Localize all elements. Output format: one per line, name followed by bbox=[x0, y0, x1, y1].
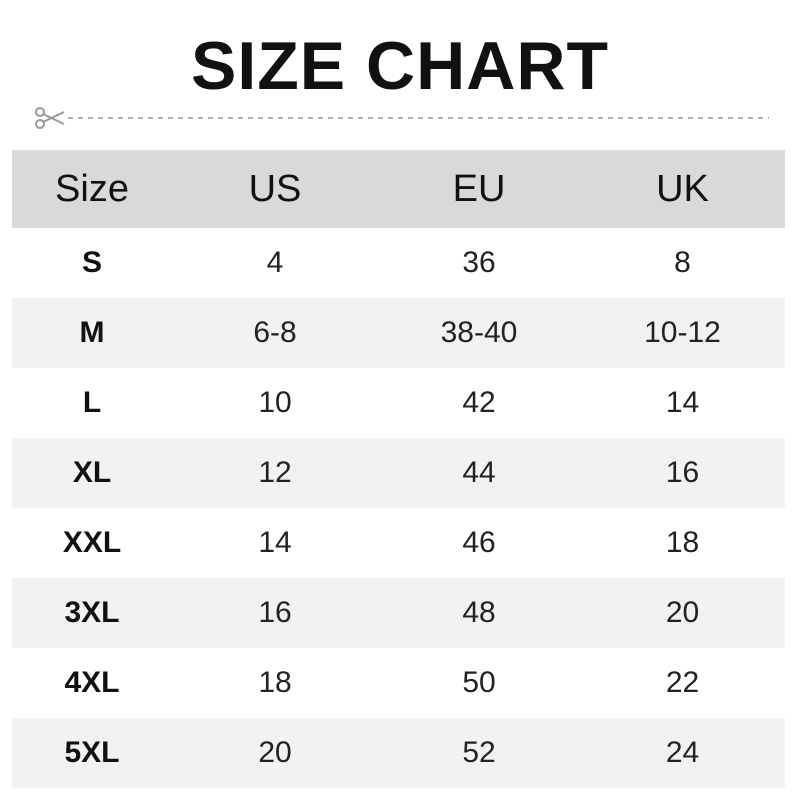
cell-uk: 24 bbox=[665, 736, 700, 769]
cell-us: 14 bbox=[258, 526, 292, 559]
cell-size: 5XL bbox=[64, 736, 120, 769]
table-row: 3XL 16 48 20 bbox=[12, 578, 785, 648]
header-uk: UK bbox=[656, 167, 709, 210]
header-size: Size bbox=[55, 167, 129, 210]
size-table: Size US EU UK S 4 36 8 M 6-8 38-40 10-12 L 10 42 14… bbox=[12, 150, 785, 788]
table-row: 5XL 20 52 24 bbox=[12, 718, 785, 788]
cell-us: 10 bbox=[258, 386, 292, 419]
cell-eu: 42 bbox=[462, 386, 496, 419]
page-title: SIZE CHART bbox=[191, 28, 609, 104]
header-us: US bbox=[248, 167, 302, 210]
cell-size: XL bbox=[72, 456, 112, 489]
cell-eu: 48 bbox=[462, 596, 496, 629]
table-header: Size US EU UK bbox=[12, 150, 785, 228]
cell-us: 20 bbox=[258, 736, 292, 769]
scissors-icon bbox=[35, 107, 65, 129]
cell-uk: 10-12 bbox=[644, 316, 721, 349]
cell-us: 4 bbox=[266, 246, 284, 279]
table-row: L 10 42 14 bbox=[12, 368, 785, 438]
table-row: 4XL 18 50 22 bbox=[12, 648, 785, 718]
cut-line bbox=[35, 107, 769, 129]
cell-eu: 46 bbox=[462, 526, 496, 559]
cell-us: 18 bbox=[258, 666, 292, 699]
cell-size: XXL bbox=[62, 526, 122, 559]
cell-us: 12 bbox=[258, 456, 292, 489]
cell-eu: 52 bbox=[462, 736, 496, 769]
cell-size: 4XL bbox=[64, 666, 120, 699]
cell-eu: 50 bbox=[462, 666, 496, 699]
table-row: XXL 14 46 18 bbox=[12, 508, 785, 578]
cell-uk: 16 bbox=[665, 456, 700, 489]
cell-size: L bbox=[82, 386, 102, 419]
cell-uk: 22 bbox=[665, 666, 700, 699]
cell-size: S bbox=[81, 246, 102, 279]
table-row: S 4 36 8 bbox=[12, 228, 785, 298]
cell-uk: 14 bbox=[665, 386, 700, 419]
cell-uk: 8 bbox=[674, 246, 691, 279]
cell-uk: 20 bbox=[665, 596, 700, 629]
table-row: M 6-8 38-40 10-12 bbox=[12, 298, 785, 368]
cell-size: 3XL bbox=[64, 596, 120, 629]
header-eu: EU bbox=[452, 167, 506, 210]
cell-uk: 18 bbox=[665, 526, 700, 559]
cell-size: M bbox=[79, 316, 105, 349]
cell-eu: 44 bbox=[462, 456, 496, 489]
cell-eu: 36 bbox=[462, 246, 496, 279]
table-row: XL 12 44 16 bbox=[12, 438, 785, 508]
cell-us: 16 bbox=[258, 596, 292, 629]
cell-eu: 38-40 bbox=[440, 316, 518, 349]
cell-us: 6-8 bbox=[253, 316, 297, 349]
